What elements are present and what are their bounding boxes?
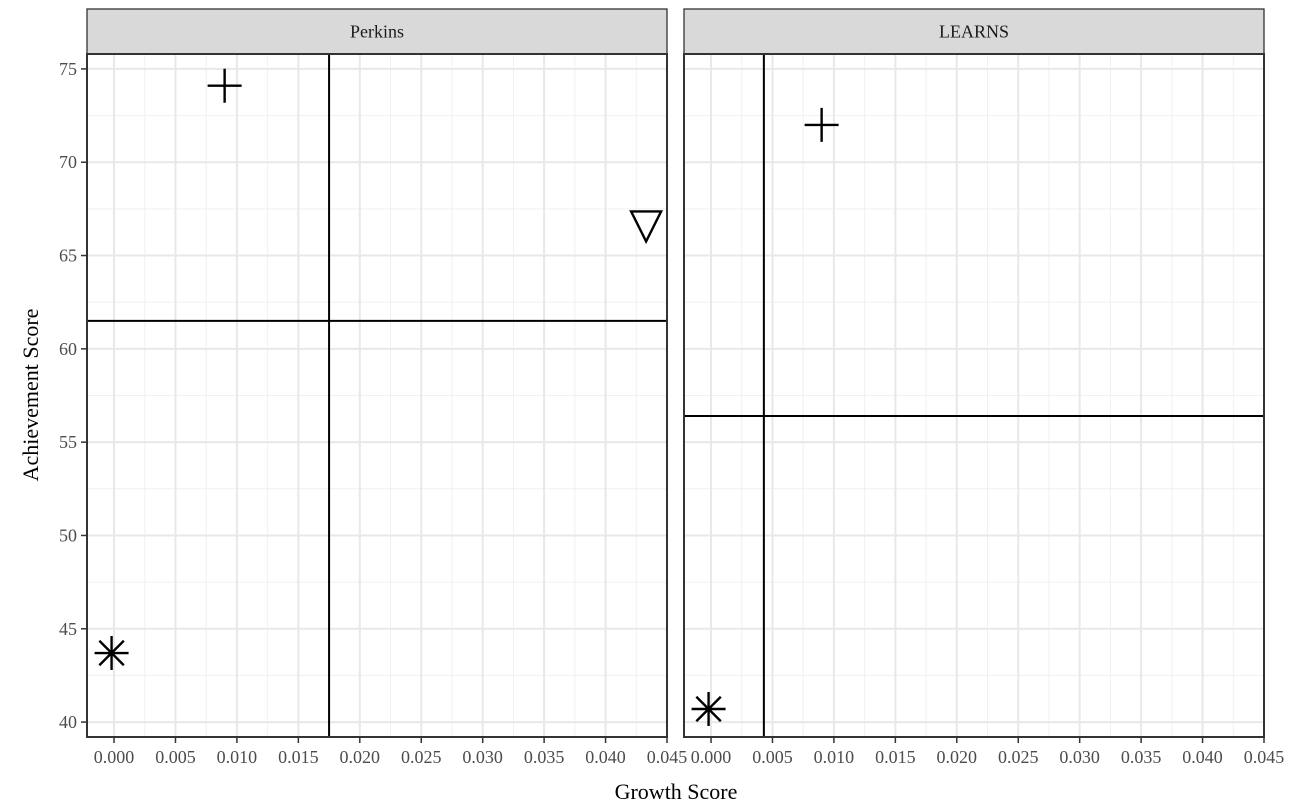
x-tick-label: 0.020 — [937, 747, 978, 767]
x-tick-label: 0.045 — [647, 747, 688, 767]
y-tick-label: 55 — [59, 432, 77, 452]
y-tick-label: 65 — [59, 246, 77, 266]
x-tick-label: 0.030 — [462, 747, 503, 767]
panel-border — [86, 53, 668, 738]
y-axis-title: Achievement Score — [18, 309, 43, 482]
x-tick-label: 0.010 — [814, 747, 855, 767]
x-tick-label: 0.000 — [94, 747, 135, 767]
y-tick-label: 50 — [59, 525, 77, 545]
x-tick-label: 0.035 — [524, 747, 565, 767]
facet-strip — [86, 8, 668, 55]
facet-panel-2: LEARNS 0.000 0.005 0.010 0.015 0.020 0.025 0.03… — [683, 8, 1285, 767]
x-tick-label: 0.040 — [1182, 747, 1223, 767]
data-point-asterisk — [94, 636, 129, 671]
y-tick-label: 70 — [59, 152, 77, 172]
x-tick-label: 0.005 — [155, 747, 196, 767]
x-tick-label: 0.015 — [875, 747, 916, 767]
facet-strip-label: LEARNS — [939, 22, 1009, 42]
panel-border — [683, 53, 1265, 738]
y-tick-label: 75 — [59, 59, 77, 79]
x-tick-label: 0.020 — [340, 747, 381, 767]
data-point-triangle-down — [629, 210, 664, 245]
data-point-plus — [804, 107, 839, 142]
facet-strip — [683, 8, 1265, 55]
x-tick-label: 0.035 — [1121, 747, 1162, 767]
x-tick-label: 0.000 — [691, 747, 732, 767]
x-tick-label: 0.045 — [1244, 747, 1285, 767]
x-tick-label: 0.015 — [278, 747, 319, 767]
facet-panel-1: Perkins 0.000 0.005 0.010 0.015 0.020 0.025 0.0… — [59, 8, 688, 767]
data-point-plus — [207, 68, 242, 103]
y-tick-label: 40 — [59, 712, 77, 732]
x-tick-label: 0.010 — [217, 747, 258, 767]
x-tick-label: 0.030 — [1059, 747, 1100, 767]
y-tick-label: 45 — [59, 619, 77, 639]
x-axis-title: Growth Score — [615, 779, 738, 804]
x-tick-label: 0.025 — [998, 747, 1039, 767]
data-point-asterisk — [691, 692, 726, 727]
x-tick-label: 0.025 — [401, 747, 442, 767]
y-tick-label: 60 — [59, 339, 77, 359]
facet-strip-label: Perkins — [350, 22, 404, 42]
x-tick-label: 0.040 — [585, 747, 626, 767]
x-tick-label: 0.005 — [752, 747, 793, 767]
